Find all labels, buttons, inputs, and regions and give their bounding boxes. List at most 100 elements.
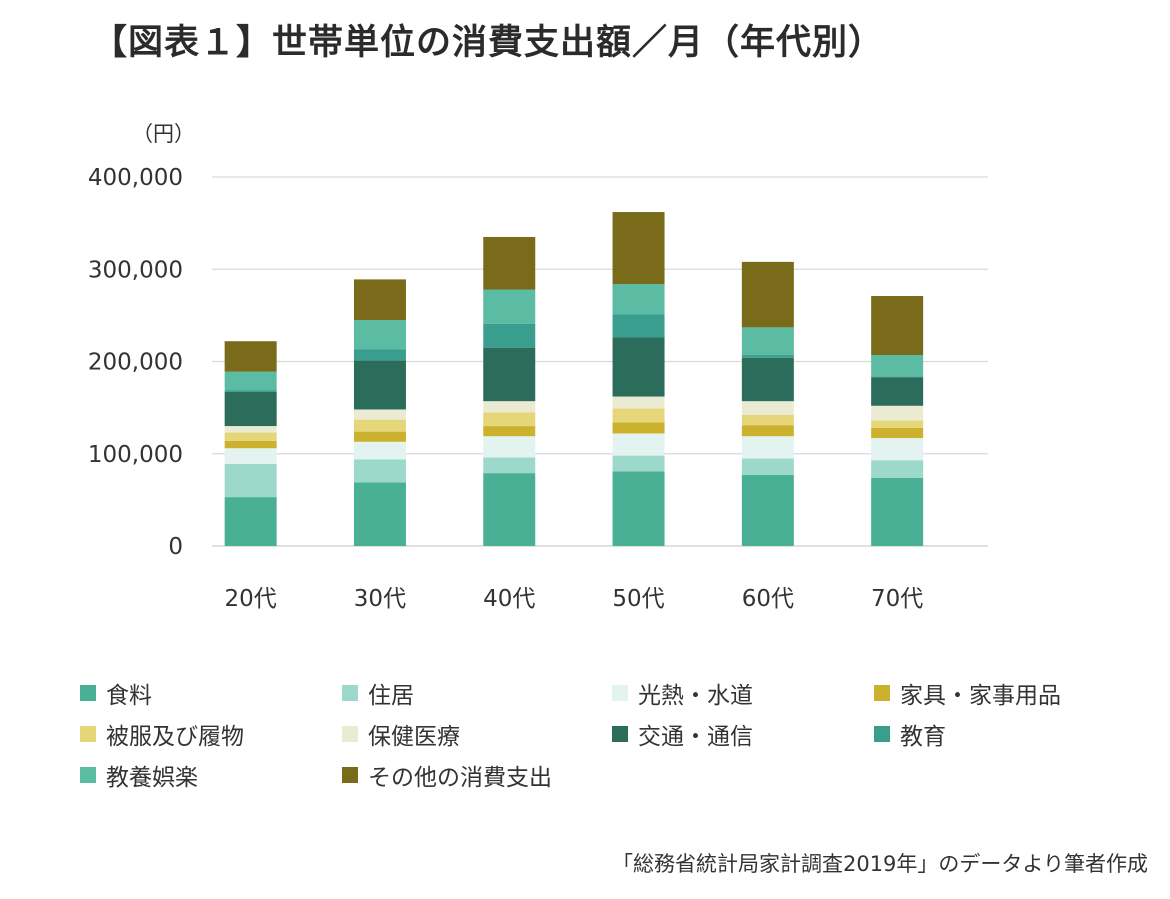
bar-segment xyxy=(871,438,924,461)
bar-segment xyxy=(741,261,794,328)
bar-segment xyxy=(483,473,536,546)
legend-item: 食料 xyxy=(80,676,342,710)
bar-segment xyxy=(353,409,406,420)
bar-segment xyxy=(353,279,406,320)
legend-item: 交通・通信 xyxy=(612,717,874,751)
bar-segment xyxy=(612,212,665,285)
bar-segment xyxy=(741,436,794,459)
bar-segment xyxy=(353,482,406,546)
bar-segment xyxy=(612,396,665,409)
bar-segment xyxy=(224,391,277,427)
bar-segment xyxy=(483,323,536,348)
grid-lines xyxy=(212,176,988,547)
bar-stack xyxy=(871,296,924,546)
legend-swatch xyxy=(342,767,358,783)
bar-segment xyxy=(741,474,794,546)
x-tick-label: 20代 xyxy=(225,586,277,612)
legend-label: 住居 xyxy=(368,683,414,709)
bar-segment xyxy=(871,420,924,428)
bar-stack xyxy=(224,341,277,546)
bar-segment xyxy=(741,458,794,475)
bar-segment xyxy=(353,349,406,361)
y-axis-ticks: 0 100,000 200,000 300,000 400,000 xyxy=(88,165,183,560)
y-tick-label: 200,000 xyxy=(88,350,183,376)
bar-segment xyxy=(612,422,665,434)
legend-label: 家具・家事用品 xyxy=(900,683,1061,709)
bar-segment xyxy=(612,337,665,397)
bar-segment xyxy=(224,341,277,372)
bar-segment xyxy=(871,355,924,377)
legend-label: 教養娯楽 xyxy=(106,765,198,791)
y-tick-label: 100,000 xyxy=(88,442,183,468)
bar-segment xyxy=(483,236,536,290)
bar-segment xyxy=(224,463,277,498)
bar-segment xyxy=(871,427,924,439)
bar-segment xyxy=(871,296,924,356)
bar-segment xyxy=(612,455,665,472)
bar-segment xyxy=(612,284,665,315)
source-note: 「総務省統計局家計調査2019年」のデータより筆者作成 xyxy=(611,852,1148,876)
bar-segment xyxy=(741,327,794,356)
bar-segment xyxy=(353,459,406,483)
bar-segment xyxy=(871,376,924,378)
bar-segment xyxy=(483,426,536,437)
legend-swatch xyxy=(874,685,890,701)
legend-label: その他の消費支出 xyxy=(368,765,552,791)
bar-segment xyxy=(741,357,794,402)
legend-item: 光熱・水道 xyxy=(612,676,874,710)
bar-stack xyxy=(612,212,665,546)
bar-segment xyxy=(224,390,277,392)
bar-segment xyxy=(353,431,406,442)
bar-stack xyxy=(741,261,794,546)
bar-stack xyxy=(353,279,406,546)
y-tick-label: 400,000 xyxy=(88,165,183,191)
bar-segment xyxy=(353,319,406,350)
bar-segment xyxy=(871,405,924,421)
chart-title: 【図表１】世帯単位の消費支出額／月（年代別） xyxy=(92,23,885,63)
bar-segment xyxy=(224,497,277,546)
bar-segment xyxy=(871,477,924,546)
bar-segment xyxy=(224,426,277,433)
legend-swatch xyxy=(874,726,890,742)
legend-swatch xyxy=(80,726,96,742)
legend-item: 教育 xyxy=(874,717,1136,751)
bar-segment xyxy=(483,457,536,474)
legend-swatch xyxy=(342,685,358,701)
bar-segment xyxy=(353,419,406,432)
bars xyxy=(224,212,924,546)
legend-swatch xyxy=(80,685,96,701)
legend-item: 家具・家事用品 xyxy=(874,676,1136,710)
bar-segment xyxy=(224,432,277,441)
bar-segment xyxy=(483,412,536,427)
bar-segment xyxy=(741,401,794,416)
bar-segment xyxy=(483,436,536,458)
y-tick-label: 300,000 xyxy=(88,257,183,283)
legend: 食料 住居 光熱・水道 家具・家事用品 被服及び履物 保健医療 交通・通信 教育 教養娯楽 その他… xyxy=(80,676,1140,792)
x-axis-ticks: 20代 30代 40代 50代 60代 70代 xyxy=(225,586,924,612)
bar-segment xyxy=(741,425,794,437)
legend-swatch xyxy=(612,685,628,701)
legend-item: 教養娯楽 xyxy=(80,758,342,792)
bar-segment xyxy=(871,460,924,478)
y-axis-unit-label: （円） xyxy=(132,122,195,146)
x-tick-label: 60代 xyxy=(742,586,794,612)
x-tick-label: 40代 xyxy=(483,586,535,612)
y-tick-label: 0 xyxy=(168,534,183,560)
bar-segment xyxy=(612,408,665,423)
bar-segment xyxy=(871,377,924,406)
legend-item: 住居 xyxy=(342,676,612,710)
legend-label: 食料 xyxy=(106,683,152,709)
x-tick-label: 50代 xyxy=(612,586,664,612)
legend-label: 教育 xyxy=(900,724,946,750)
legend-swatch xyxy=(612,726,628,742)
x-tick-label: 30代 xyxy=(354,586,406,612)
bar-segment xyxy=(483,289,536,324)
legend-label: 保健医療 xyxy=(368,724,460,750)
legend-item: その他の消費支出 xyxy=(342,758,612,792)
legend-swatch xyxy=(342,726,358,742)
bar-segment xyxy=(741,415,794,426)
bar-segment xyxy=(612,433,665,456)
bar-segment xyxy=(612,314,665,338)
bar-segment xyxy=(224,371,277,391)
bar-segment xyxy=(353,441,406,460)
